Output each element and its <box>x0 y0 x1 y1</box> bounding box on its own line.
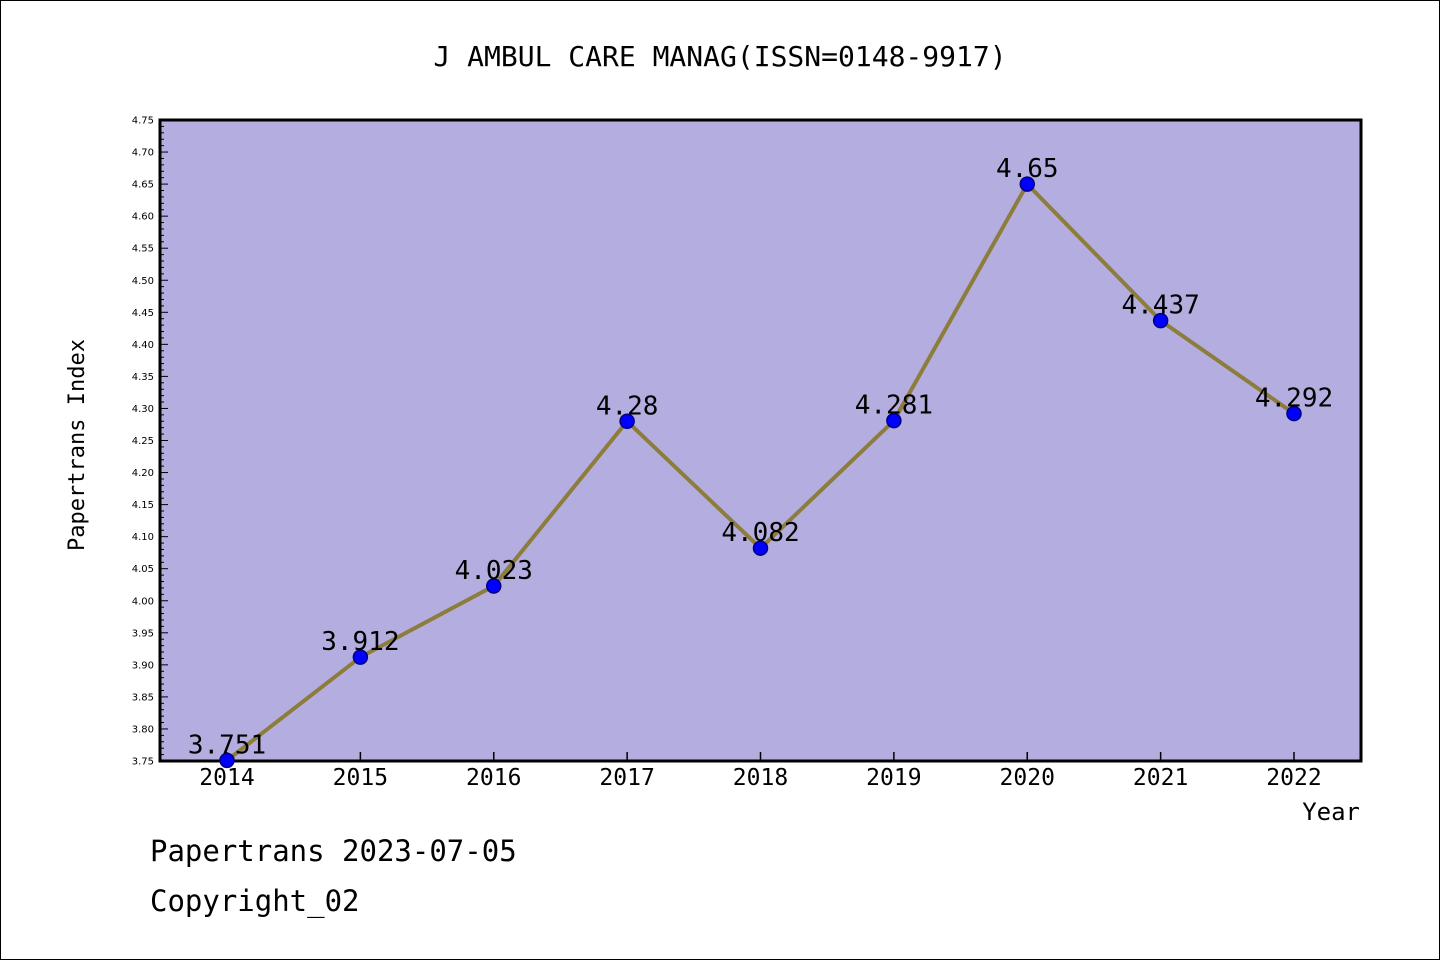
y-tick-label: 4.15 <box>132 500 154 511</box>
data-point <box>752 540 769 556</box>
data-label: 4.437 <box>1121 291 1199 321</box>
data-point <box>619 413 635 430</box>
y-axis-label: Papertrans Index <box>65 339 90 551</box>
y-tick-label: 4.70 <box>132 148 154 159</box>
y-tick-label: 4.20 <box>132 468 154 479</box>
y-tick-label: 4.55 <box>132 244 154 255</box>
y-tick-label: 4.40 <box>132 340 154 351</box>
y-tick-label: 4.60 <box>132 212 154 223</box>
x-tick-label: 2020 <box>1000 765 1055 791</box>
series-points-group <box>219 176 1302 769</box>
footer-date-text: Papertrans 2023-07-05 <box>150 834 517 868</box>
y-axis: 3.75 3.80 3.85 3.90 3.95 4.00 4.05 4.10 4.15 4.20… <box>132 116 168 768</box>
data-label: 4.65 <box>996 154 1059 184</box>
data-point <box>886 412 902 429</box>
y-tick-label: 3.80 <box>132 724 154 735</box>
x-tick-label: 2015 <box>333 765 388 791</box>
x-tick-label: 2021 <box>1133 765 1188 791</box>
y-tick-label: 3.90 <box>132 660 154 671</box>
y-tick-label: 3.85 <box>132 692 154 703</box>
data-point <box>1019 176 1035 192</box>
y-tick-label: 4.10 <box>132 532 154 543</box>
x-tick-label: 2014 <box>199 765 254 791</box>
data-point <box>1286 405 1302 422</box>
y-tick-label: 4.45 <box>132 308 154 319</box>
x-axis: 2014 2015 2016 2017 2018 2019 2020 2021 2022 <box>199 752 1322 791</box>
y-tick-label: 4.25 <box>132 436 154 447</box>
x-tick-label: 2018 <box>733 765 788 791</box>
data-label: 4.281 <box>855 391 933 421</box>
x-tick-label: 2022 <box>1266 765 1321 791</box>
plot-area <box>158 118 1363 763</box>
chart-title: J AMBUL CARE MANAG(ISSN=0148-9917) <box>433 40 1006 73</box>
x-tick-label: 2017 <box>599 765 654 791</box>
data-point <box>352 649 369 665</box>
y-tick-label: 4.35 <box>132 372 154 383</box>
y-tick-label: 3.75 <box>132 757 154 768</box>
data-label: 3.751 <box>188 730 266 760</box>
x-tick-label: 2019 <box>866 765 921 791</box>
data-label: 4.023 <box>455 556 533 586</box>
x-tick-label: 2016 <box>466 765 521 791</box>
x-axis-label: Year <box>1302 798 1360 826</box>
data-point <box>219 752 235 769</box>
data-label: 3.912 <box>321 627 399 657</box>
y-tick-label: 4.65 <box>132 180 154 191</box>
y-tick-label: 3.95 <box>132 628 154 639</box>
y-tick-label: 4.05 <box>132 564 154 575</box>
footer-copyright-text: Copyright_02 <box>150 884 360 918</box>
y-tick-label: 4.00 <box>132 596 154 607</box>
y-tick-label: 4.50 <box>132 276 154 287</box>
data-label: 4.082 <box>721 518 799 548</box>
data-label: 4.292 <box>1255 384 1333 414</box>
data-point <box>486 578 502 594</box>
data-point <box>1152 312 1169 329</box>
data-label: 4.28 <box>596 391 659 421</box>
y-tick-label: 4.75 <box>132 116 154 127</box>
data-labels-group: 3.751 3.912 4.023 4.28 4.082 4.281 4.65 4.437 4.… <box>188 154 1333 760</box>
y-tick-label: 4.30 <box>132 404 154 415</box>
